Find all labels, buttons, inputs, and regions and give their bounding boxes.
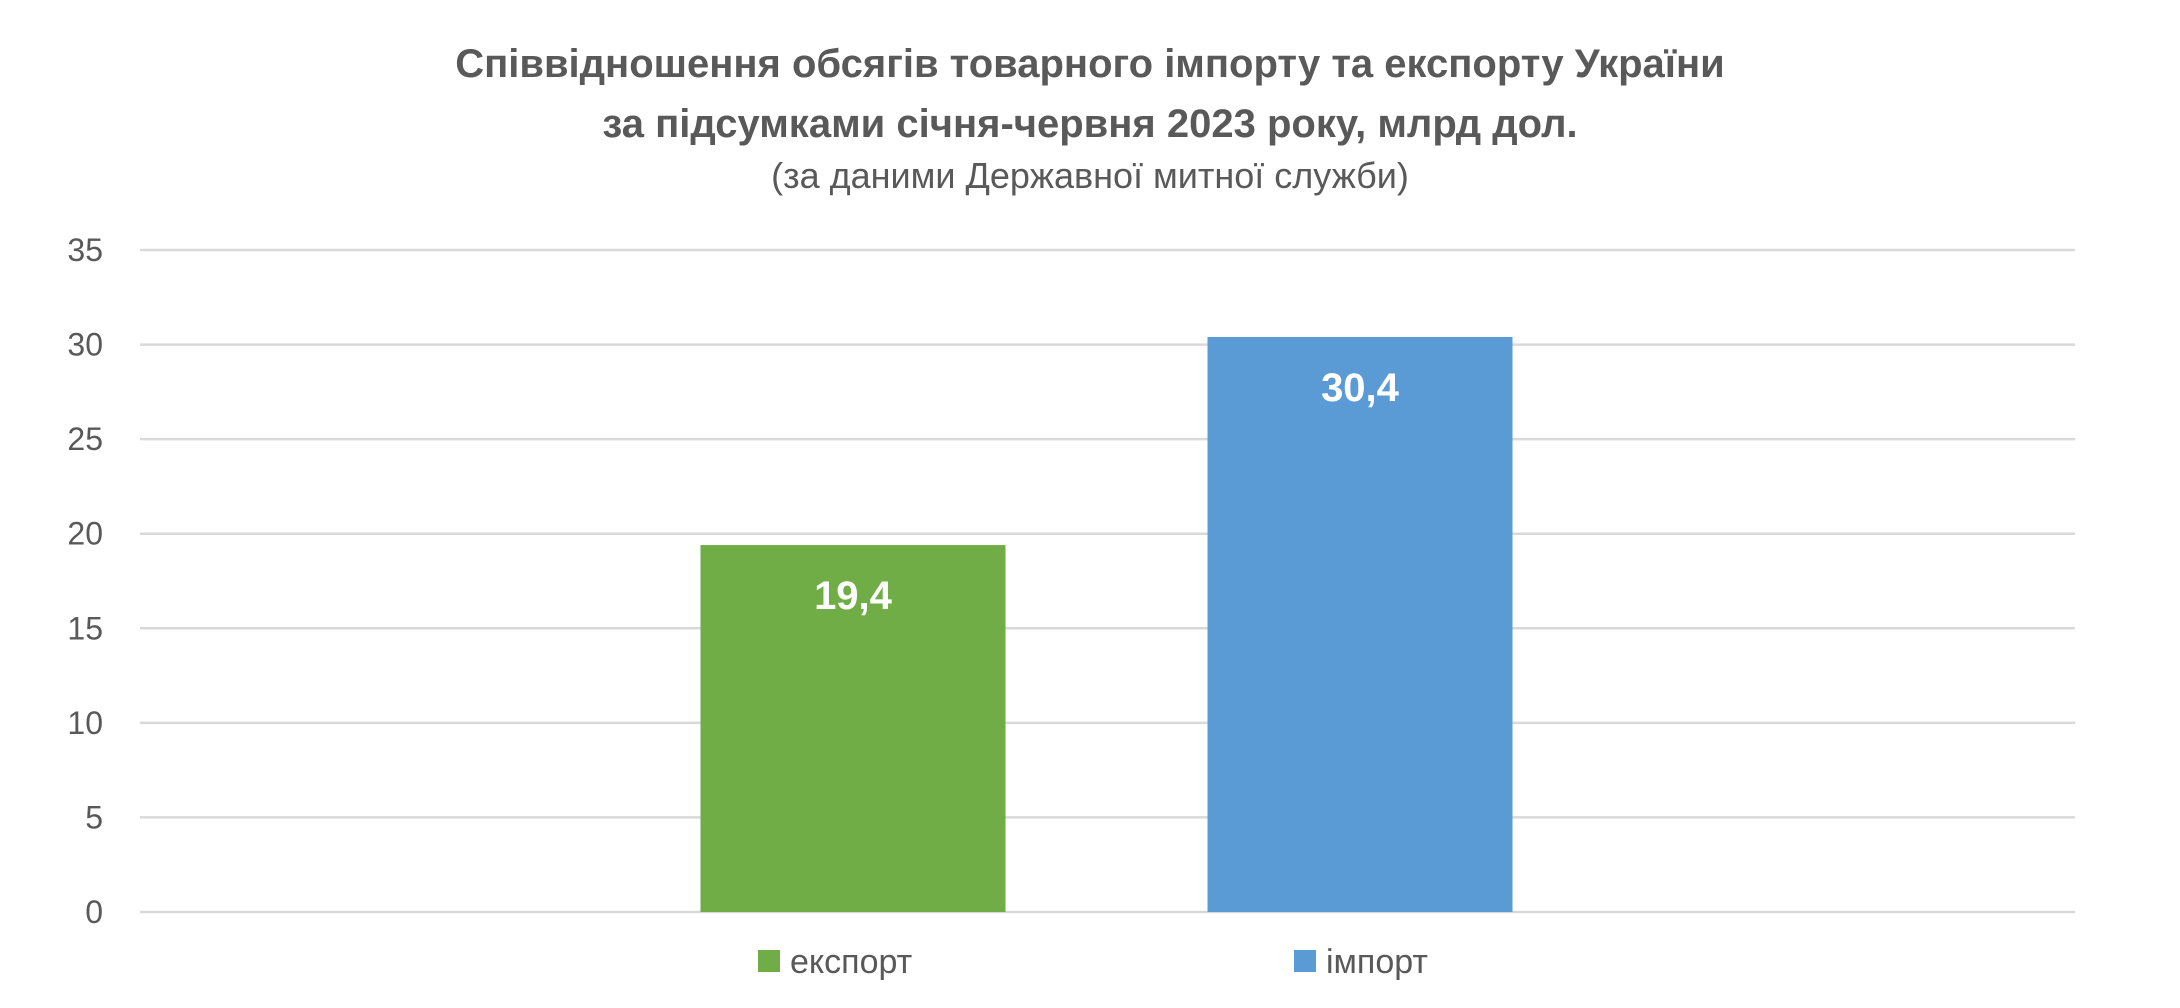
- chart-title: Співвідношення обсягів товарного імпорту…: [455, 42, 1725, 86]
- legend-label-export: експорт: [790, 943, 912, 981]
- y-tick-label-30: 30: [67, 327, 103, 363]
- chart-subtitle: (за даними Державної митної служби): [771, 155, 1409, 196]
- y-tick-label-10: 10: [67, 705, 103, 741]
- legend-swatch-export: [758, 950, 780, 972]
- legend-swatch-import: [1294, 950, 1316, 972]
- data-label-export: 19,4: [814, 574, 893, 618]
- y-tick-label-35: 35: [67, 232, 103, 268]
- y-tick-label-0: 0: [85, 894, 103, 930]
- y-tick-label-5: 5: [85, 799, 103, 835]
- y-tick-label-25: 25: [67, 421, 103, 457]
- bar-export: [700, 545, 1006, 912]
- y-tick-label-20: 20: [67, 516, 103, 552]
- y-tick-label-15: 15: [67, 610, 103, 646]
- data-label-import: 30,4: [1321, 366, 1400, 410]
- chart-title-line-2: за підсумками січня-червня 2023 року, мл…: [602, 102, 1578, 146]
- legend-label-import: імпорт: [1326, 943, 1428, 981]
- bar-import: [1207, 337, 1513, 912]
